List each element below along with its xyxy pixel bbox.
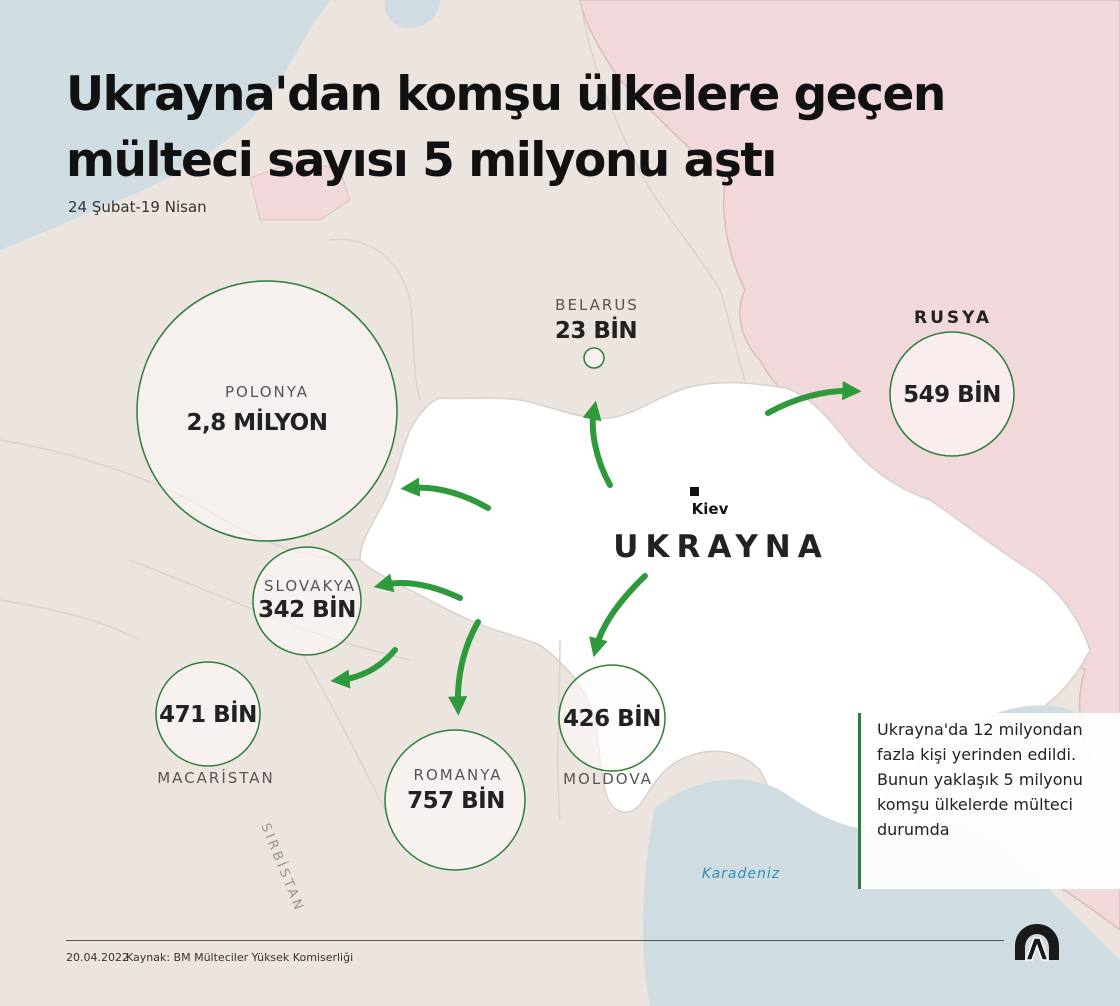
arrow-to-romanya: [448, 619, 481, 716]
black-sea-label: Karadeniz: [701, 866, 781, 882]
romanya-value: 757 BİN: [407, 788, 505, 814]
kaliningrad: [249, 159, 351, 221]
slovakya-circle: [252, 546, 362, 656]
moldova-name: MOLDOVA: [563, 770, 653, 788]
arrow-to-moldova: [589, 573, 648, 658]
arrow-to-belarus: [582, 400, 613, 488]
romanya-name: ROMANYA: [413, 766, 503, 784]
displacement-note: Ukrayna'da 12 milyondan fazla kişi yerin…: [858, 713, 1120, 889]
rusya-value: 549 BİN: [903, 382, 1001, 408]
belarus-circle: [583, 347, 605, 369]
polonya-circle: [136, 280, 398, 542]
macaristan-value: 471 BİN: [159, 702, 257, 728]
infographic-title: Ukrayna'dan komşu ülkelere geçen mülteci…: [66, 67, 946, 188]
source-credit: Kaynak: BM Mülteciler Yüksek Komiserliği: [126, 951, 354, 964]
belarus-name: BELARUS: [555, 296, 639, 314]
kiev-marker: [690, 487, 699, 496]
polonya-value: 2,8 MİLYON: [186, 410, 328, 436]
arrow-to-polonya: [400, 477, 491, 511]
slovakya-value: 342 BİN: [258, 597, 356, 623]
slovakya-name: SLOVAKYA: [263, 577, 357, 595]
rusya-name: RUSYA: [914, 308, 992, 328]
aa-logo-icon: [1015, 924, 1059, 961]
kiev-label: Kiev: [691, 500, 729, 518]
arrow-to-slovakya: [373, 573, 463, 601]
baltic-sea: [0, 0, 330, 250]
footer-divider: [66, 940, 1004, 941]
macaristan-name: MACARİSTAN: [157, 769, 275, 787]
macaristan-circle: [155, 661, 261, 767]
black-sea: [643, 779, 1120, 1006]
lake: [384, 0, 440, 29]
polonya-name: POLONYA: [225, 383, 309, 401]
ukraine-label: UKRAYNA: [613, 529, 829, 565]
date-range-subtitle: 24 Şubat-19 Nisan: [68, 198, 207, 216]
note-text: Ukrayna'da 12 milyondan fazla kişi yerin…: [877, 720, 1083, 839]
rusya-circle: [889, 331, 1015, 457]
moldova-circle: [558, 664, 666, 772]
belarus-value: 23 BİN: [554, 318, 638, 344]
romanya-circle: [384, 729, 526, 871]
arrow-to-rusya: [765, 381, 862, 416]
refugee-arrows: [330, 381, 862, 716]
moldova-value: 426 BİN: [563, 706, 661, 732]
arrow-to-macaristan: [330, 647, 398, 689]
publish-date: 20.04.2022: [66, 951, 129, 964]
